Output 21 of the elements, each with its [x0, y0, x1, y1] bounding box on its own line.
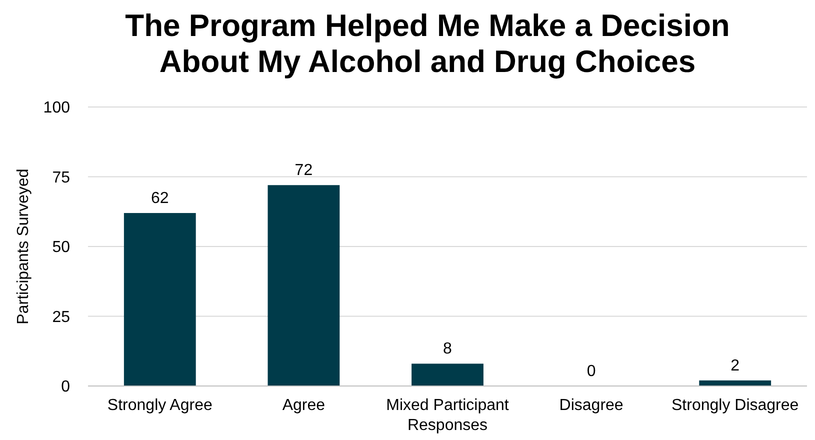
y-tick-label: 100	[43, 100, 70, 117]
bar	[124, 213, 196, 386]
data-label: 8	[443, 340, 452, 358]
bar	[412, 364, 484, 386]
y-tick-label: 25	[52, 308, 70, 326]
x-tick-label: Agree	[282, 397, 326, 414]
data-label: 72	[294, 162, 313, 180]
chart-title: The Program Helped Me Make a Decision About My Alcohol and Drug Choices	[125, 8, 730, 79]
data-label: 2	[730, 357, 740, 374]
bar	[268, 185, 340, 386]
y-tick-label: 50	[52, 239, 70, 256]
x-tick-label: Disagree	[559, 397, 624, 414]
data-label: 0	[586, 363, 596, 380]
y-tick-label: 0	[61, 378, 70, 396]
y-tick-label: 75	[52, 169, 70, 186]
x-tick-label: Strongly Disagree	[672, 397, 799, 414]
x-tick-label: Mixed Participant Responses	[386, 397, 510, 434]
bar	[699, 380, 772, 386]
x-tick-label: Strongly Agree	[107, 397, 212, 414]
y-axis-title: Participants Surveyed	[15, 168, 32, 324]
data-label: 62	[151, 190, 169, 208]
